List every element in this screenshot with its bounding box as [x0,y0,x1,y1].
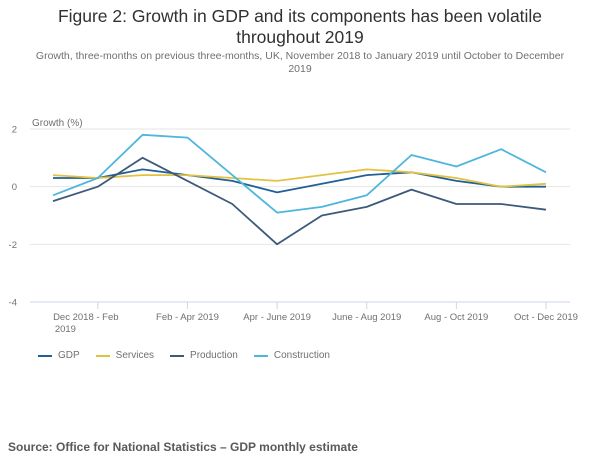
legend-label: Construction [273,350,330,361]
legend-swatch [170,354,185,357]
x-tick-label: Aug - Oct 2019 [424,312,488,323]
series-line-construction [52,133,547,214]
x-tick-label: Oct - Dec 2019 [514,312,578,323]
source-note: Source: Office for National Statistics –… [8,440,358,454]
y-tick-label: 0 [12,182,17,193]
legend: GDP Services Production Construction [38,350,330,361]
legend-label: Production [190,350,238,361]
legend-item-gdp[interactable]: GDP [38,350,80,361]
chart-subtitle: Growth, three-months on previous three-m… [35,50,565,75]
x-tick-label: June - Aug 2019 [332,312,401,323]
y-tick-label: -2 [9,240,17,251]
legend-label: Services [115,350,155,361]
x-tick-label: Apr - June 2019 [243,312,311,323]
series-line-gdp [53,168,546,194]
legend-swatch [95,354,110,357]
legend-item-production[interactable]: Production [170,350,238,361]
legend-item-construction[interactable]: Construction [253,350,330,361]
y-tick-label: -4 [9,298,17,309]
legend-label: GDP [58,350,80,361]
series-line-production [52,156,547,246]
y-tick-label: 2 [12,125,17,136]
legend-item-services[interactable]: Services [95,350,155,361]
series-line-services [52,168,547,188]
legend-swatch [38,354,52,357]
x-tick-label: Feb - Apr 2019 [156,312,219,323]
legend-swatch [253,354,268,357]
chart-title: Figure 2: Growth in GDP and its componen… [57,6,543,47]
y-axis-title: Growth (%) [32,118,83,129]
x-tick-label: Dec 2018 - Feb 2019 [53,312,118,335]
line-chart: Growth (%) 2 0 -2 -4 Dec 2018 - Feb 2019 Feb … [9,118,578,335]
